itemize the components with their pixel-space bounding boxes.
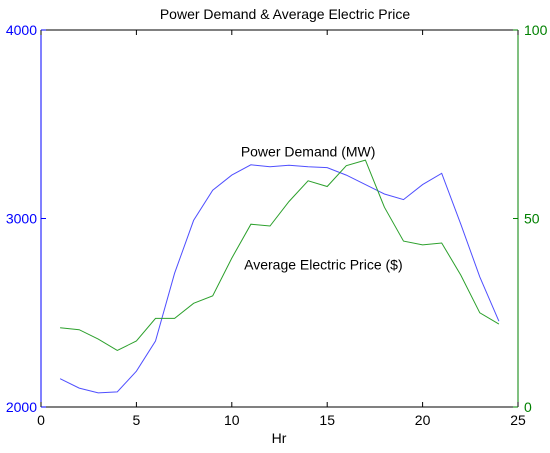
left-y-tick-label: 2000	[6, 399, 37, 415]
x-tick-label: 15	[319, 412, 335, 428]
series-annotation-label: Power Demand (MW)	[241, 143, 376, 159]
left-y-tick-label: 4000	[6, 22, 37, 38]
x-tick-label: 20	[415, 412, 431, 428]
x-tick-label: 0	[37, 412, 45, 428]
left-y-axis-ticks: 2000 3000 4000	[6, 22, 46, 415]
x-axis-ticks: 0 5 10 15 20 25	[37, 30, 526, 428]
series-layer	[59, 159, 500, 394]
series-line-average-electric-price	[60, 159, 500, 351]
x-tick-label: 25	[510, 412, 526, 428]
right-y-tick-label: 100	[524, 22, 548, 38]
right-y-axis-ticks: 0 50 100	[513, 22, 548, 415]
right-y-tick-label: 0	[524, 399, 532, 415]
plot-area	[41, 30, 518, 407]
left-y-tick-label: 3000	[6, 211, 37, 227]
right-y-tick-label: 50	[524, 211, 540, 227]
annotation-layer: Power Demand (MW) Average Electric Price …	[241, 143, 403, 272]
x-tick-label: 10	[224, 412, 240, 428]
x-tick-label: 5	[133, 412, 141, 428]
series-annotation-label: Average Electric Price ($)	[244, 256, 402, 272]
series-line-power-demand-mw	[59, 164, 500, 394]
chart-title: Power Demand & Average Electric Price	[160, 6, 411, 22]
x-axis-label: Hr	[272, 430, 287, 446]
